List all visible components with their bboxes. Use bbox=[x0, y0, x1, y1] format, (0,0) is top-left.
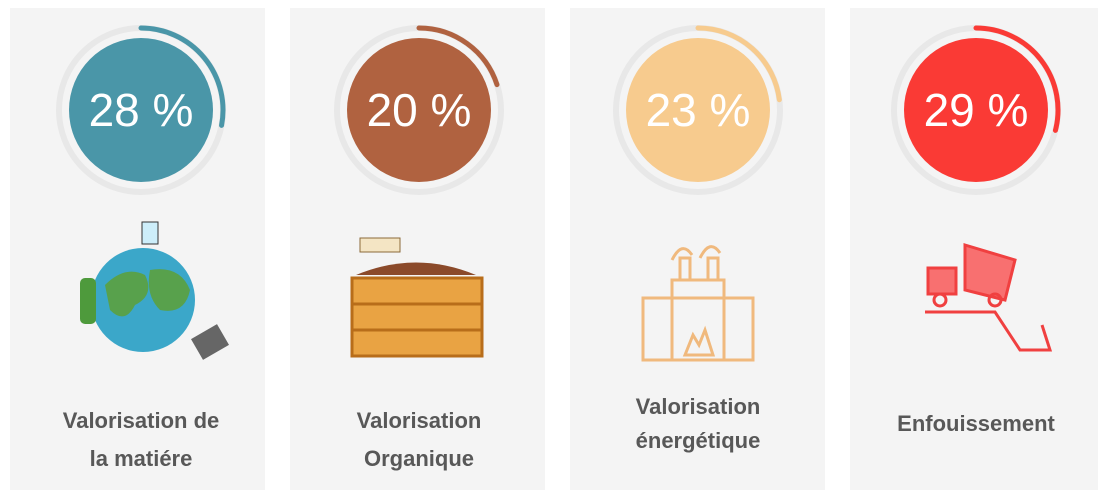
card-label: Enfouissement bbox=[897, 411, 1055, 436]
percent-label: 29 % bbox=[924, 84, 1029, 136]
infographic: 28 % Valorisation de la matiére 20 % Valoris… bbox=[0, 0, 1098, 490]
percent-label: 23 % bbox=[646, 84, 751, 136]
percent-label: 20 % bbox=[367, 84, 472, 136]
card-label: Valorisation de bbox=[63, 408, 220, 433]
card-label: Organique bbox=[364, 446, 474, 471]
percent-label: 28 % bbox=[89, 84, 194, 136]
card-label: Valorisation bbox=[357, 408, 482, 433]
card-label: Valorisation bbox=[636, 394, 761, 419]
card-label: la matiére bbox=[90, 446, 193, 471]
card-label: énergétique bbox=[636, 428, 761, 453]
